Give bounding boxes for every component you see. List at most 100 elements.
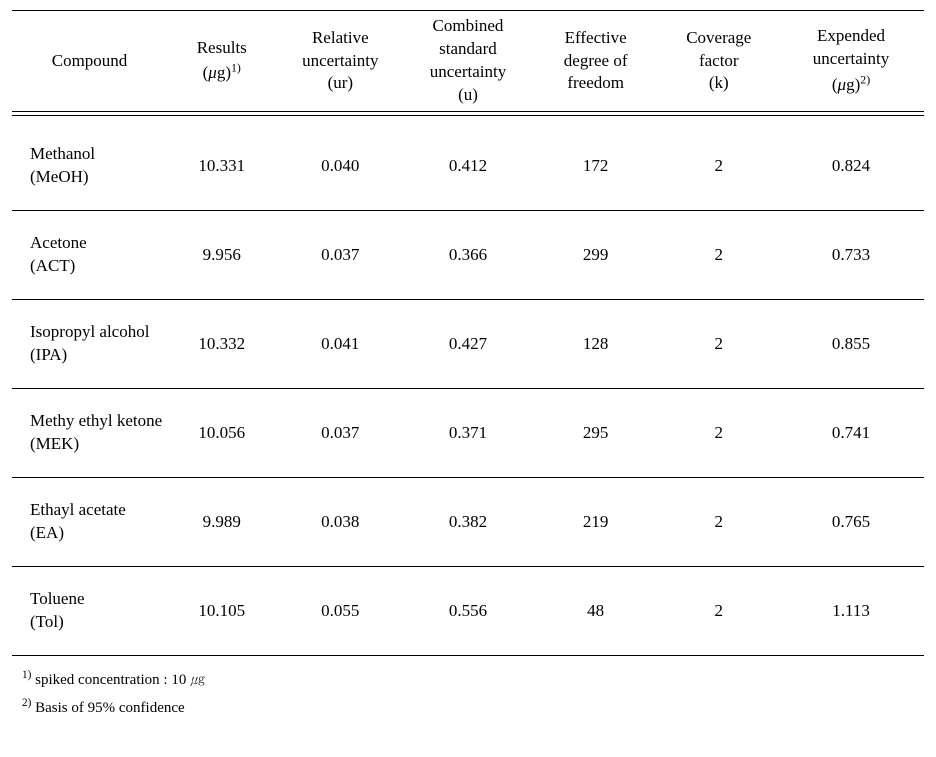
cell-ur: 0.041: [276, 300, 404, 389]
mu-char: μ: [838, 75, 847, 94]
cell-exp: 0.765: [778, 478, 924, 567]
compound-name: Ethayl acetate: [30, 500, 126, 519]
col-exp-sup: 2): [860, 72, 870, 86]
table-row: Methanol (MeOH) 10.3310.0400.41217220.824: [12, 122, 924, 211]
cell-dof: 128: [532, 300, 660, 389]
cell-exp: 0.741: [778, 389, 924, 478]
cell-ur: 0.055: [276, 567, 404, 656]
cell-compound: Methy ethyl ketone (MEK): [12, 389, 167, 478]
col-results-sup: 1): [231, 61, 241, 75]
col-exp: Expended uncertainty (μg)2): [778, 11, 924, 112]
cell-results: 10.056: [167, 389, 276, 478]
compound-abbr: (Tol): [30, 612, 64, 631]
col-u: Combined standard uncertainty (u): [404, 11, 532, 112]
compound-name: Isopropyl alcohol: [30, 322, 149, 341]
cell-u: 0.371: [404, 389, 532, 478]
col-u-label-1: Combined: [433, 16, 504, 35]
table-row: Ethayl acetate (EA) 9.9890.0380.38221920.7…: [12, 478, 924, 567]
uncertainty-table: Compound Results (μg)1) Relative uncerta…: [12, 10, 924, 656]
cell-k: 2: [659, 389, 778, 478]
cell-compound: Methanol (MeOH): [12, 122, 167, 211]
cell-compound: Ethayl acetate (EA): [12, 478, 167, 567]
cell-k: 2: [659, 122, 778, 211]
col-exp-unit: (μg)2): [832, 75, 870, 94]
footnote-1: 1) spiked concentration : 10 ㎍: [22, 666, 924, 694]
compound-abbr: (ACT): [30, 256, 75, 275]
cell-u: 0.412: [404, 122, 532, 211]
compound-name: Methy ethyl ketone: [30, 411, 162, 430]
cell-exp: 0.855: [778, 300, 924, 389]
col-ur-sub: (ur): [328, 73, 353, 92]
footnote-2: 2) Basis of 95% confidence: [22, 694, 924, 722]
cell-u: 0.366: [404, 211, 532, 300]
table-row: Acetone (ACT) 9.9560.0370.36629920.733: [12, 211, 924, 300]
col-dof-label-3: freedom: [567, 73, 624, 92]
col-results-unit: (μg)1): [203, 63, 241, 82]
table-row: Isopropyl alcohol (IPA) 10.3320.0410.42712…: [12, 300, 924, 389]
table-row: Methy ethyl ketone(MEK)10.0560.0370.3712…: [12, 389, 924, 478]
cell-ur: 0.037: [276, 211, 404, 300]
cell-compound: Isopropyl alcohol (IPA): [12, 300, 167, 389]
compound-abbr: (IPA): [30, 345, 67, 364]
footnote-1-text: spiked concentration : 10 ㎍: [31, 672, 205, 688]
cell-k: 2: [659, 478, 778, 567]
cell-u: 0.556: [404, 567, 532, 656]
footnote-1-sup: 1): [22, 669, 31, 681]
compound-name: Methanol: [30, 144, 95, 163]
col-u-label-3: uncertainty: [430, 62, 506, 81]
compound-abbr: (MeOH): [30, 167, 89, 186]
cell-dof: 299: [532, 211, 660, 300]
table-body: Methanol(MeOH)10.3310.0400.41217220.824A…: [12, 112, 924, 656]
cell-u: 0.427: [404, 300, 532, 389]
footnotes: 1) spiked concentration : 10 ㎍ 2) Basis …: [12, 666, 924, 721]
cell-u: 0.382: [404, 478, 532, 567]
cell-dof: 295: [532, 389, 660, 478]
col-dof-label-2: degree of: [564, 51, 628, 70]
cell-results: 10.332: [167, 300, 276, 389]
cell-results: 9.956: [167, 211, 276, 300]
col-exp-label-2: uncertainty: [813, 49, 889, 68]
cell-compound: Toluene (Tol): [12, 567, 167, 656]
col-ur-label-1: Relative: [312, 28, 369, 47]
compound-abbr: (EA): [30, 523, 64, 542]
col-u-label-2: standard: [439, 39, 497, 58]
cell-k: 2: [659, 300, 778, 389]
col-compound: Compound: [12, 11, 167, 112]
cell-dof: 172: [532, 122, 660, 211]
footnote-2-sup: 2): [22, 697, 31, 709]
col-k-label-2: factor: [699, 51, 739, 70]
cell-exp: 0.733: [778, 211, 924, 300]
cell-k: 2: [659, 211, 778, 300]
table-header: Compound Results (μg)1) Relative uncerta…: [12, 11, 924, 112]
col-k-label-1: Coverage: [686, 28, 751, 47]
table-row: Toluene (Tol) 10.1050.0550.5564821.113: [12, 567, 924, 656]
page: Compound Results (μg)1) Relative uncerta…: [0, 0, 936, 757]
col-k: Coverage factor (k): [659, 11, 778, 112]
mu-char: μ: [208, 63, 217, 82]
cell-exp: 0.824: [778, 122, 924, 211]
compound-name: Acetone: [30, 233, 87, 252]
cell-ur: 0.040: [276, 122, 404, 211]
cell-dof: 48: [532, 567, 660, 656]
col-results-label: Results: [197, 38, 247, 57]
cell-results: 10.105: [167, 567, 276, 656]
compound-name: Toluene: [30, 589, 85, 608]
col-dof: Effective degree of freedom: [532, 11, 660, 112]
col-dof-label-1: Effective: [565, 28, 627, 47]
cell-exp: 1.113: [778, 567, 924, 656]
cell-results: 9.989: [167, 478, 276, 567]
col-u-sub: (u): [458, 85, 478, 104]
cell-ur: 0.038: [276, 478, 404, 567]
col-ur-label-2: uncertainty: [302, 51, 378, 70]
cell-dof: 219: [532, 478, 660, 567]
compound-abbr: (MEK): [30, 434, 79, 453]
col-ur: Relative uncertainty (ur): [276, 11, 404, 112]
cell-k: 2: [659, 567, 778, 656]
col-results: Results (μg)1): [167, 11, 276, 112]
col-compound-label: Compound: [52, 51, 128, 70]
cell-results: 10.331: [167, 122, 276, 211]
col-exp-label-1: Expended: [817, 26, 885, 45]
col-k-sub: (k): [709, 73, 729, 92]
cell-compound: Acetone (ACT): [12, 211, 167, 300]
cell-ur: 0.037: [276, 389, 404, 478]
